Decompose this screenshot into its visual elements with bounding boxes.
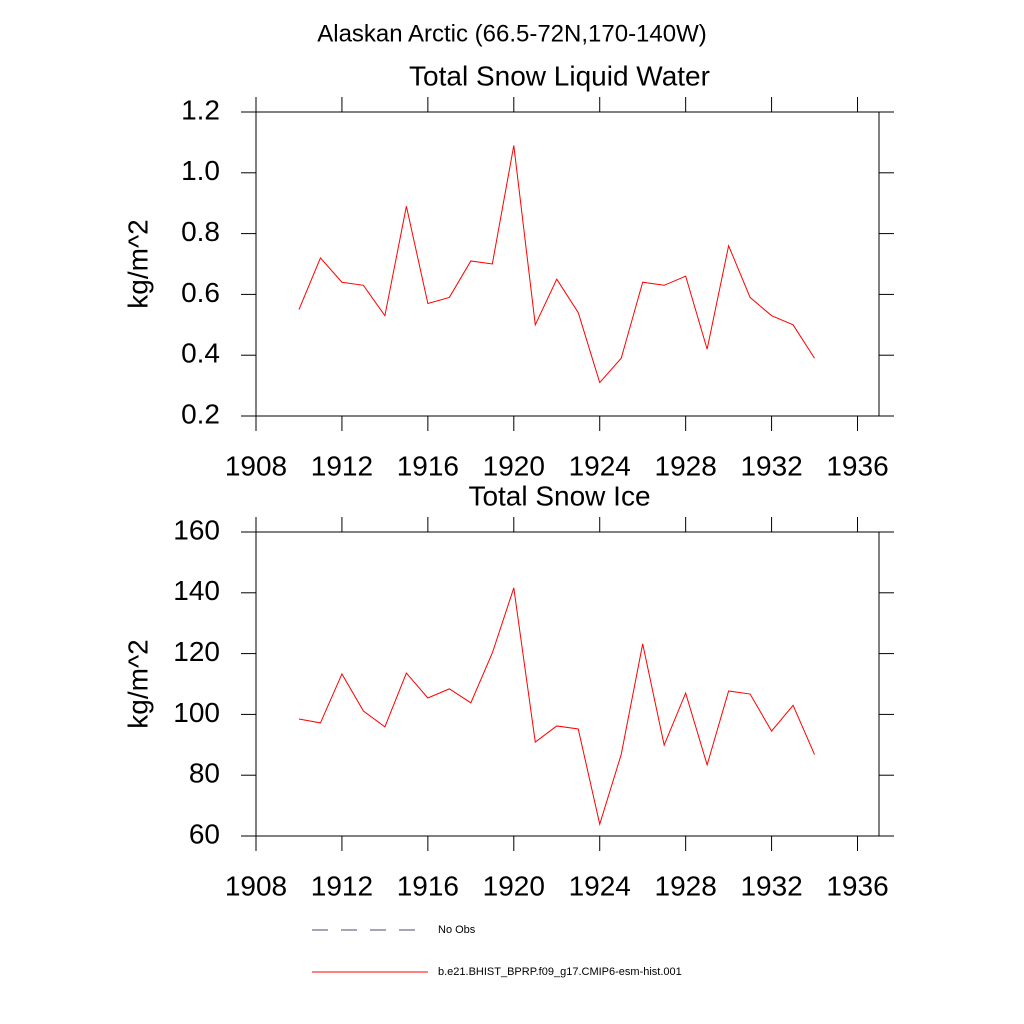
figure-title: Alaskan Arctic (66.5-72N,170-140W) (317, 20, 707, 47)
x-tick-label: 1924 (569, 450, 631, 481)
x-tick-label: 1920 (483, 450, 545, 481)
x-tick-label: 1928 (655, 870, 717, 901)
series-line (298, 587, 816, 827)
y-tick-label: 1.2 (181, 94, 220, 125)
y-tick-label: 100 (173, 697, 220, 728)
y-tick-label: 1.0 (181, 155, 220, 186)
y-tick-label: 0.4 (181, 338, 220, 369)
x-tick-label: 1936 (826, 870, 888, 901)
y-axis-label: kg/m^2 (122, 639, 153, 728)
y-tick-label: 160 (173, 514, 220, 545)
x-tick-label: 1916 (397, 870, 459, 901)
y-tick-label: 140 (173, 575, 220, 606)
plot-frame (255, 531, 880, 837)
legend-label: b.e21.BHIST_BPRP.f09_g17.CMIP6-esm-hist.… (438, 966, 682, 978)
y-tick-label: 60 (189, 818, 220, 849)
x-tick-label: 1928 (655, 450, 717, 481)
x-tick-label: 1908 (225, 450, 287, 481)
x-tick-label: 1912 (311, 870, 373, 901)
x-tick-label: 1908 (225, 870, 287, 901)
x-tick-label: 1920 (483, 870, 545, 901)
plot-frame (255, 111, 880, 417)
y-axis-label: kg/m^2 (122, 219, 153, 308)
y-tick-label: 0.6 (181, 277, 220, 308)
x-tick-label: 1936 (826, 450, 888, 481)
x-tick-label: 1932 (740, 870, 802, 901)
y-tick-label: 120 (173, 636, 220, 667)
x-tick-label: 1924 (569, 870, 631, 901)
legend-label: No Obs (438, 924, 476, 936)
x-tick-label: 1912 (311, 450, 373, 481)
x-tick-label: 1932 (740, 450, 802, 481)
panel-title: Total Snow Ice (468, 480, 650, 511)
y-tick-label: 0.8 (181, 216, 220, 247)
y-tick-label: 0.2 (181, 398, 220, 429)
panel-title: Total Snow Liquid Water (409, 60, 710, 91)
series-line (298, 145, 815, 384)
x-tick-label: 1916 (397, 450, 459, 481)
y-tick-label: 80 (189, 758, 220, 789)
